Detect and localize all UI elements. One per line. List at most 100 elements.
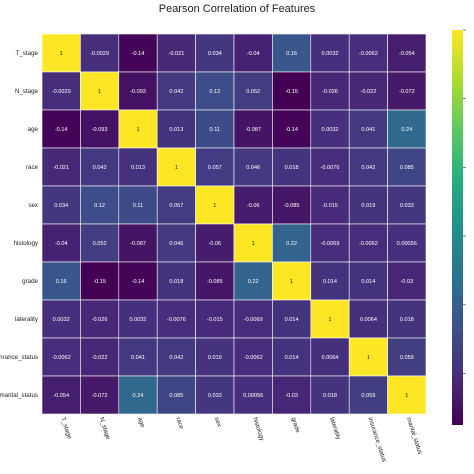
cell-value-label: -0.085	[284, 203, 300, 209]
cell-value-label: 0.034	[208, 51, 222, 57]
cell-value-label: 0.052	[246, 89, 260, 95]
heatmap-cell	[272, 261, 312, 301]
cell-value-label: 0.0032	[53, 317, 70, 323]
cell-value-label: 0.014	[323, 279, 337, 285]
cell-value-label: -0.085	[207, 279, 223, 285]
heatmap-cell	[310, 147, 350, 187]
heatmap-cell	[348, 375, 388, 415]
heatmap-cell	[195, 375, 235, 415]
x-tick-label: sex	[213, 416, 223, 428]
cell-value-label: 0.22	[248, 279, 259, 285]
y-tick-label: laterality	[15, 316, 39, 323]
heatmap-cell	[387, 147, 427, 187]
cell-value-label: -0.0076	[321, 165, 340, 171]
heatmap-cell	[310, 299, 350, 339]
heatmap-cell	[272, 147, 312, 187]
heatmap-cell	[348, 33, 388, 73]
heatmap-cell	[233, 33, 273, 73]
cell-value-label: -0.0062	[52, 355, 71, 361]
cell-value-label: 0.033	[400, 203, 414, 209]
heatmap-cell	[195, 33, 235, 73]
heatmap-cell	[118, 299, 158, 339]
heatmap-cell	[80, 337, 120, 377]
cell-value-label: 0.00056	[243, 393, 263, 399]
y-tick-label: age	[28, 126, 39, 133]
heatmap-cell	[387, 223, 427, 263]
heatmap-cell	[118, 185, 158, 225]
x-tick-label: marital_status	[405, 416, 424, 455]
cell-value-label: 0.057	[169, 203, 183, 209]
cell-value-label: -0.0062	[244, 355, 263, 361]
colorbar-gradient	[452, 30, 463, 425]
heatmap-cell	[233, 185, 273, 225]
cell-value-label: 0.033	[208, 393, 222, 399]
cell-value-label: 0.24	[133, 393, 144, 399]
cell-value-label: 0.12	[209, 89, 220, 95]
cell-value-label: -0.093	[92, 127, 108, 133]
cell-value-label: -0.072	[92, 393, 108, 399]
heatmap-cell	[233, 299, 273, 339]
cell-value-label: 0.12	[94, 203, 105, 209]
heatmap-cell	[80, 223, 120, 263]
cell-value-label: 0.018	[323, 393, 337, 399]
heatmap-cell	[80, 185, 120, 225]
cell-value-label: -0.04	[55, 241, 68, 247]
heatmap-cell	[80, 71, 120, 111]
cell-value-label: 0.042	[93, 165, 107, 171]
cell-value-label: -0.06	[247, 203, 260, 209]
cell-value-label: 0.0064	[321, 355, 338, 361]
heatmap-cell	[80, 261, 120, 301]
cell-value-label: 0.041	[131, 355, 145, 361]
heatmap-cell	[272, 337, 312, 377]
y-tick-label: N_stage	[15, 88, 39, 95]
cell-value-label: 0.019	[361, 203, 375, 209]
cell-value-label: 0.0032	[129, 317, 146, 323]
heatmap-cell	[348, 261, 388, 301]
heatmap-cell	[310, 33, 350, 73]
heatmap-cell	[387, 299, 427, 339]
heatmap-cell	[80, 299, 120, 339]
heatmap-cell	[118, 375, 158, 415]
cell-value-label: 0.014	[285, 355, 299, 361]
heatmap-cell	[272, 33, 312, 73]
cell-value-label: 0.052	[93, 241, 107, 247]
heatmap-cell	[41, 147, 81, 187]
cell-value-label: 0.046	[246, 165, 260, 171]
cell-value-label: -0.054	[53, 393, 69, 399]
cell-value-label: -0.0069	[321, 241, 340, 247]
cell-value-label: 0.018	[285, 165, 299, 171]
heatmap-cell	[195, 261, 235, 301]
heatmap-cell	[156, 375, 196, 415]
x-tick-label: T_stage	[59, 416, 73, 440]
cell-value-label: 0.085	[400, 165, 414, 171]
cell-value-label: 1	[405, 393, 408, 399]
heatmap-cell	[387, 337, 427, 377]
heatmap-cell	[195, 337, 235, 377]
cell-value-label: 0.0032	[321, 51, 338, 57]
cell-value-label: -0.0029	[52, 89, 71, 95]
x-tick-label: race	[174, 416, 185, 430]
heatmap-cell	[348, 337, 388, 377]
heatmap-cell	[195, 223, 235, 263]
cell-value-label: 1	[60, 51, 63, 57]
heatmap-cell	[272, 375, 312, 415]
cell-value-label: -0.026	[322, 89, 338, 95]
heatmap-cell	[272, 299, 312, 339]
heatmap-cell	[118, 261, 158, 301]
colorbar	[452, 29, 466, 425]
cell-value-label: 1	[175, 165, 178, 171]
x-tick-label: insurance_status	[366, 416, 387, 463]
cell-value-label: -0.022	[360, 89, 376, 95]
cell-value-label: -0.087	[130, 241, 146, 247]
cell-value-label: -0.14	[285, 127, 298, 133]
cell-value-label: -0.021	[168, 51, 184, 57]
heatmap-cell	[156, 71, 196, 111]
heatmap-cell	[310, 71, 350, 111]
heatmap-cell	[233, 147, 273, 187]
cell-value-label: 0.041	[361, 127, 375, 133]
cell-value-label: -0.15	[93, 279, 106, 285]
heatmap-cell	[156, 261, 196, 301]
heatmap-cell	[233, 223, 273, 263]
